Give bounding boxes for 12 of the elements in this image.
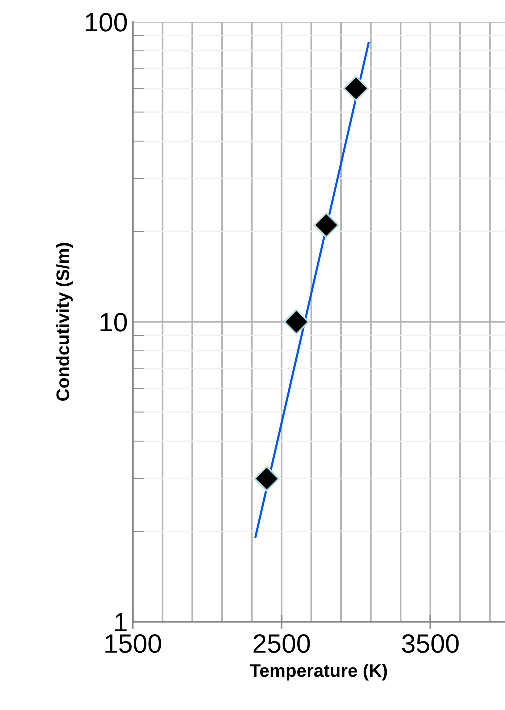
- x-axis-title: Temperature (K): [250, 664, 388, 681]
- y-tick-label: 1: [115, 613, 127, 632]
- y-tick-label: 100: [86, 13, 128, 32]
- point: [284, 309, 310, 335]
- x-tick-label: 2500: [254, 634, 310, 654]
- point: [314, 212, 340, 238]
- point: [343, 76, 370, 102]
- x-tick-label: 3500: [402, 634, 459, 654]
- y-tick-label: 10: [100, 313, 128, 332]
- x-tick-label: 1500: [106, 634, 162, 654]
- point: [254, 466, 280, 492]
- y-axis-title: Condcutivity (S/m): [56, 243, 74, 401]
